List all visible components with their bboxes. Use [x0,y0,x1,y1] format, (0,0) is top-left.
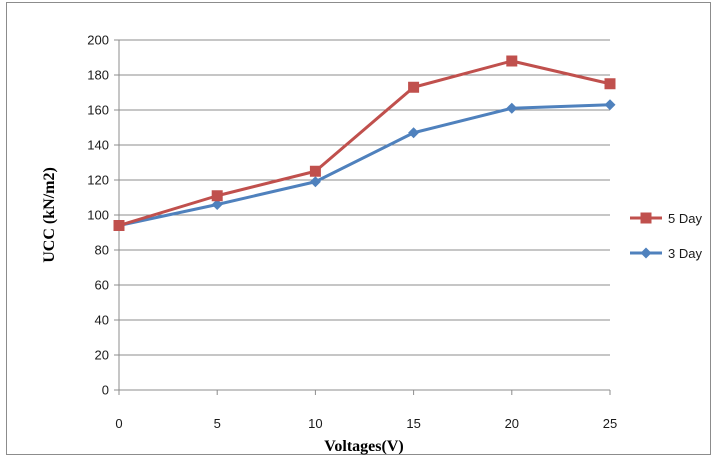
data-point-3-day-15 [408,127,420,139]
legend-marker-5-day [640,212,652,224]
series-line-5-day [117,59,612,227]
y-tick-label-60: 60 [95,278,109,293]
data-point-3-day-10 [309,176,321,188]
legend-item-5-day: 5 Day [630,211,702,226]
legend-label-5-day: 5 Day [668,211,702,226]
data-point-5-day-5 [211,190,223,202]
series-3-day [113,99,616,231]
data-point-5-day-15 [408,81,420,93]
data-point-5-day-0 [113,220,125,231]
grid-lines [114,39,611,395]
y-tick-label-140: 140 [87,138,109,153]
y-tick-label-0: 0 [102,383,109,398]
y-tick-labels: 0 20 40 60 80 100 120 140 160 180 200 [87,33,109,398]
y-tick-label-40: 40 [95,313,109,328]
series-5-day [113,55,616,231]
x-tick-label-5: 5 [214,416,221,431]
x-axis-title: Voltages(V) [324,438,403,455]
legend: 5 Day 3 Day [630,211,702,261]
y-tick-label-120: 120 [87,173,109,188]
x-tick-label-15: 15 [406,416,420,431]
legend-marker-3-day [640,247,652,259]
axes [118,40,610,391]
data-point-5-day-20 [506,55,518,67]
x-tick-labels: 0 5 10 15 20 25 [115,416,617,431]
x-tick-label-0: 0 [115,416,122,431]
y-tick-label-80: 80 [95,243,109,258]
y-axis-title: UCC (kN/m2) [41,167,58,263]
y-tick-label-20: 20 [95,348,109,363]
data-point-5-day-10 [309,165,321,177]
y-tick-label-100: 100 [87,208,109,223]
y-tick-label-160: 160 [87,103,109,118]
data-point-3-day-5 [211,199,223,210]
x-tick-label-25: 25 [603,416,617,431]
series [113,55,616,231]
legend-item-3-day: 3 Day [630,246,702,261]
data-point-3-day-25 [604,99,616,111]
x-tick-label-20: 20 [505,416,519,431]
legend-label-3-day: 3 Day [668,246,702,261]
y-tick-label-200: 200 [87,33,109,48]
series-line-3-day [117,103,612,227]
data-point-5-day-25 [604,78,616,90]
x-tick-label-10: 10 [308,416,322,431]
y-tick-label-180: 180 [87,68,109,83]
data-point-3-day-20 [506,102,518,114]
